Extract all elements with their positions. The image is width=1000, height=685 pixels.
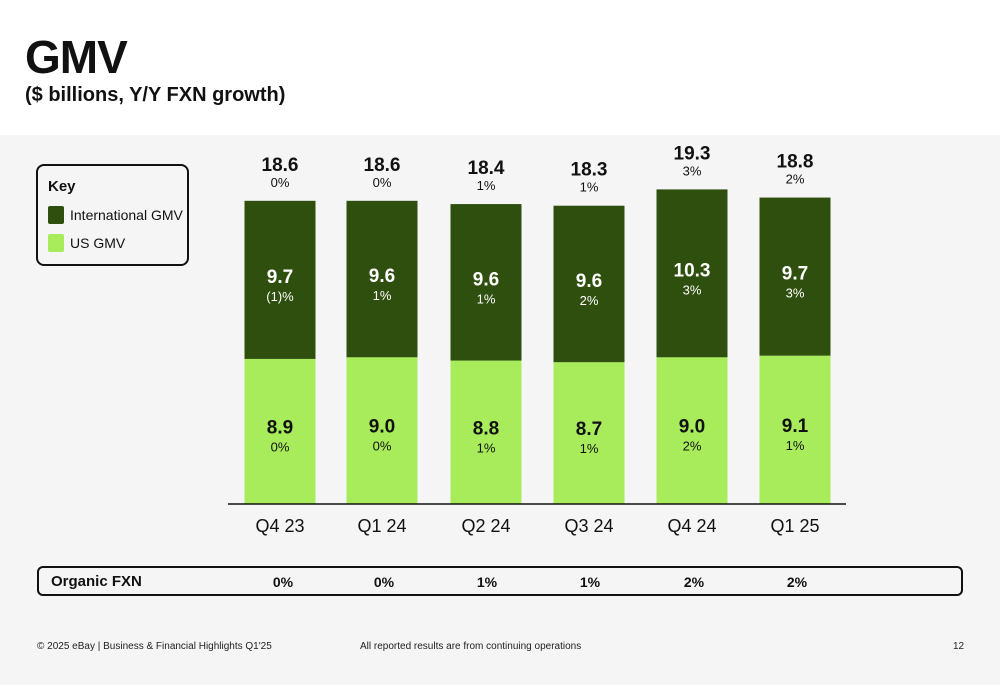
organic-fxn-value: 1% [476, 574, 498, 590]
legend-label-us: US GMV [70, 235, 126, 251]
data-label-us-growth: 0% [271, 439, 290, 454]
organic-fxn-value: 0% [272, 574, 294, 590]
data-label-us-value: 8.7 [576, 419, 602, 440]
data-label-total-growth: 3% [683, 163, 702, 178]
data-label-total: 18.8 [777, 152, 814, 173]
bar-international-gmv [759, 197, 831, 356]
data-label-us-value: 9.0 [369, 417, 395, 438]
header: GMV ($ billions, Y/Y FXN growth) [0, 0, 1000, 135]
bar-international-gmv [244, 200, 316, 359]
data-label-total-growth: 0% [271, 175, 290, 190]
data-label-intl-value: 10.3 [674, 260, 711, 281]
footer-note: All reported results are from continuing… [360, 641, 582, 652]
page-number: 12 [953, 641, 965, 652]
data-label-us-growth: 0% [373, 439, 392, 454]
data-label-intl-growth: 2% [580, 293, 599, 308]
data-label-intl-value: 9.6 [473, 269, 499, 290]
data-label-intl-growth: 3% [683, 282, 702, 297]
data-label-us-value: 8.8 [473, 418, 499, 439]
data-label-us-growth: 1% [477, 440, 496, 455]
organic-fxn-label: Organic FXN [51, 573, 142, 590]
data-label-intl-growth: (1)% [266, 289, 294, 304]
data-label-us-value: 9.0 [679, 417, 705, 438]
bar-us-gmv [244, 358, 316, 504]
organic-fxn-value: 2% [683, 574, 705, 590]
data-label-intl-value: 9.7 [267, 267, 293, 288]
data-label-total: 18.4 [468, 158, 505, 179]
page-title: GMV [25, 31, 128, 83]
data-label-intl-value: 9.6 [369, 266, 395, 287]
organic-fxn-value: 2% [786, 574, 808, 590]
x-tick-label: Q2 24 [461, 516, 510, 536]
data-label-intl-growth: 1% [477, 291, 496, 306]
bar-us-gmv [346, 357, 418, 504]
x-tick-label: Q1 25 [770, 516, 819, 536]
data-label-total-growth: 1% [580, 180, 599, 195]
legend-item-international: International GMV [48, 206, 183, 224]
data-label-us-value: 9.1 [782, 416, 809, 437]
bar-international-gmv [450, 204, 522, 361]
legend: Key International GMV US GMV [36, 164, 189, 266]
legend-title: Key [48, 178, 76, 195]
data-label-total: 18.6 [364, 155, 401, 176]
data-label-us-growth: 1% [786, 438, 805, 453]
data-label-us-growth: 1% [580, 441, 599, 456]
data-label-total: 18.6 [262, 155, 299, 176]
x-tick-label: Q3 24 [564, 516, 613, 536]
data-label-intl-value: 9.7 [782, 264, 808, 285]
data-label-total: 19.3 [674, 143, 711, 164]
data-label-total-growth: 0% [373, 175, 392, 190]
organic-fxn-value: 0% [373, 574, 395, 590]
bar-us-gmv [553, 362, 625, 504]
data-label-us-growth: 2% [683, 439, 702, 454]
bar-international-gmv [656, 189, 728, 358]
legend-swatch-international [48, 206, 64, 224]
bar-international-gmv [346, 200, 418, 358]
x-tick-label: Q1 24 [357, 516, 406, 536]
bar-us-gmv [450, 360, 522, 504]
data-label-us-value: 8.9 [267, 417, 293, 438]
organic-fxn-row: Organic FXN 0% 0% 1% 1% 2% 2% [37, 566, 963, 596]
data-label-total-growth: 1% [477, 178, 496, 193]
data-label-intl-growth: 3% [786, 286, 805, 301]
x-tick-label: Q4 24 [667, 516, 716, 536]
data-label-total-growth: 2% [786, 172, 805, 187]
data-label-intl-value: 9.6 [576, 271, 602, 292]
bar-us-gmv [759, 355, 831, 504]
page-subtitle: ($ billions, Y/Y FXN growth) [25, 84, 286, 106]
legend-swatch-us [48, 234, 64, 252]
data-label-total: 18.3 [571, 160, 608, 181]
x-tick-label: Q4 23 [255, 516, 304, 536]
bar-international-gmv [553, 205, 625, 363]
footer-copyright: © 2025 eBay | Business & Financial Highl… [37, 641, 272, 652]
organic-fxn-value: 1% [579, 574, 601, 590]
legend-label-international: International GMV [70, 207, 183, 223]
bar-us-gmv [656, 357, 728, 504]
legend-item-us: US GMV [48, 234, 125, 252]
data-label-intl-growth: 1% [373, 288, 392, 303]
